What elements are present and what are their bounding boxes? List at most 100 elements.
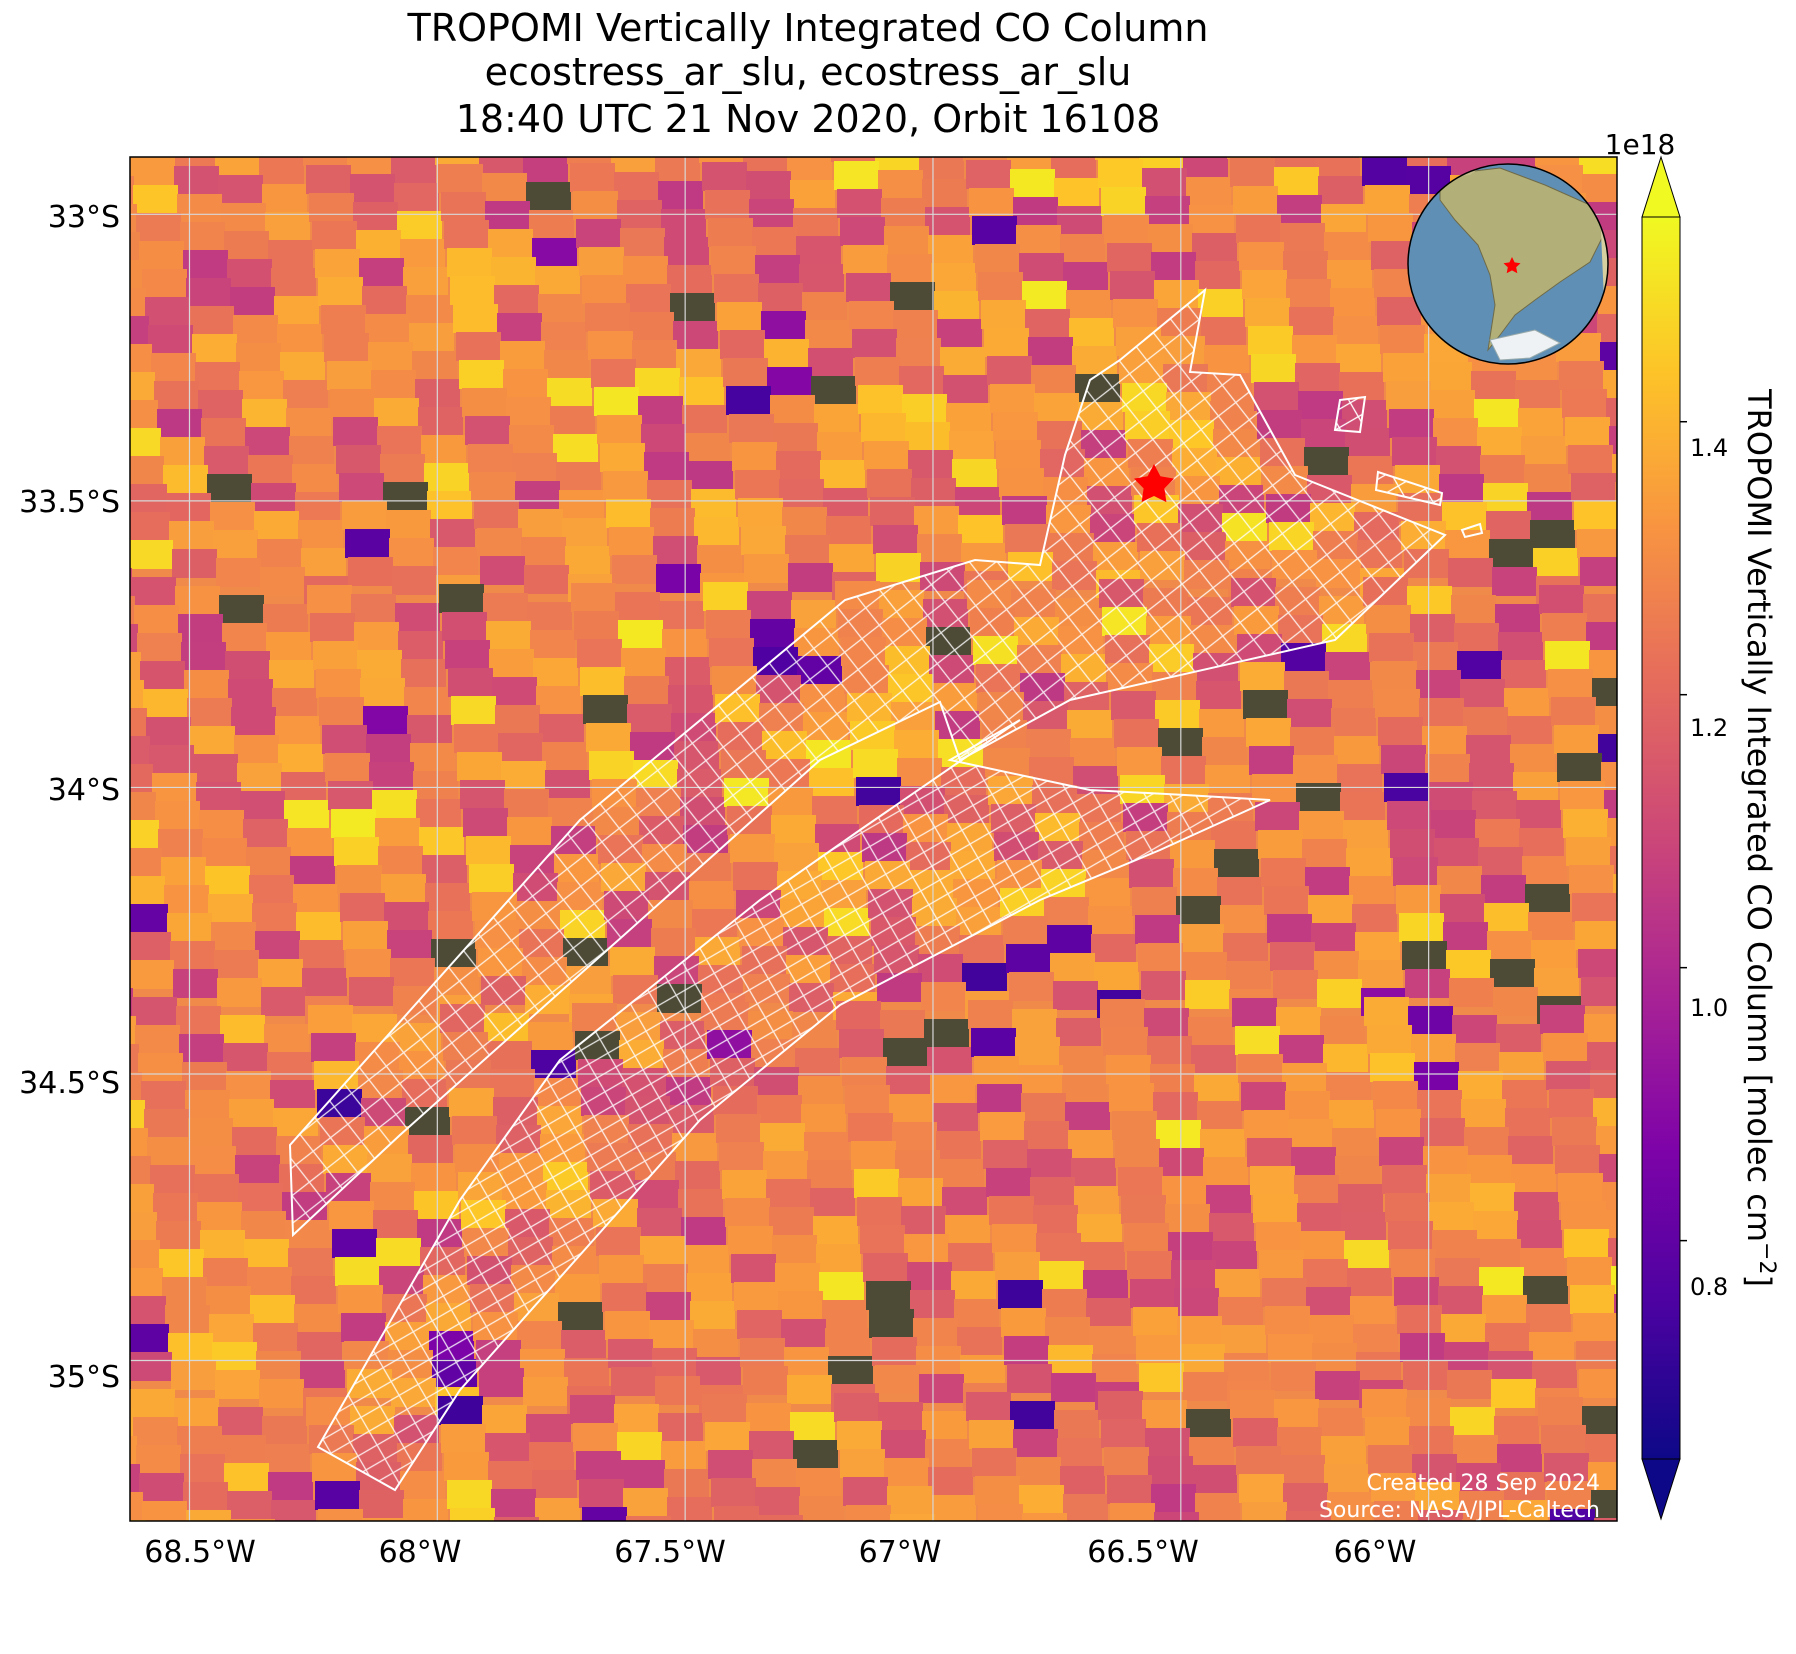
co-pixel: [1165, 1204, 1210, 1233]
co-pixel: [376, 1238, 421, 1267]
co-pixel: [694, 517, 739, 546]
co-pixel: [580, 667, 625, 696]
co-pixel: [378, 846, 423, 875]
co-pixel: [860, 1225, 905, 1254]
lat-tick-label: 34.5°S: [19, 1066, 120, 1101]
co-pixel: [1386, 1613, 1431, 1642]
co-pixel: [69, 391, 114, 420]
co-pixel: [705, 1422, 750, 1451]
co-pixel: [1188, 1017, 1233, 1046]
co-pixel: [948, 1243, 993, 1272]
co-pixel: [1285, 1091, 1330, 1120]
co-pixel: [444, 220, 489, 249]
co-pixel: [1453, 1435, 1498, 1464]
co-pixel: [291, 1276, 336, 1305]
co-pixel: [1293, 755, 1338, 784]
co-pixel: [130, 1408, 134, 1437]
co-pixel: [1297, 1203, 1342, 1232]
co-pixel: [1022, 281, 1067, 310]
co-pixel: [998, 1280, 1043, 1309]
co-pixel: [1196, 681, 1241, 710]
co-pixel: [837, 1421, 882, 1450]
co-pixel: [1603, 1602, 1648, 1631]
co-pixel: [1586, 622, 1617, 651]
co-pixel: [1483, 483, 1528, 512]
co-pixel: [1614, 1294, 1617, 1323]
co-pixel: [962, 963, 1007, 992]
co-pixel: [743, 157, 788, 172]
co-pixel: [1194, 1073, 1239, 1102]
co-pixel: [485, 1433, 530, 1462]
co-pixel: [460, 780, 505, 809]
co-pixel: [1315, 1371, 1360, 1400]
co-pixel: [1273, 970, 1318, 999]
co-pixel: [1563, 809, 1608, 838]
co-pixel: [72, 419, 117, 448]
co-pixel: [734, 1282, 779, 1311]
co-pixel: [975, 1476, 1020, 1505]
co-pixel: [1383, 353, 1428, 382]
co-pixel: [175, 586, 220, 615]
co-pixel: [545, 770, 590, 799]
co-pixel: [1409, 1426, 1454, 1455]
co-pixel: [1691, 360, 1736, 389]
co-pixel: [1173, 868, 1218, 897]
co-pixel: [491, 1489, 536, 1518]
co-pixel: [258, 959, 303, 988]
co-pixel: [1364, 997, 1409, 1026]
co-pixel: [1682, 1508, 1727, 1537]
co-pixel: [655, 1376, 700, 1405]
co-pixel: [1312, 120, 1357, 149]
co-pixel: [1522, 856, 1567, 885]
co-pixel: [1606, 398, 1617, 427]
co-pixel: [238, 1183, 283, 1212]
co-pixel: [1427, 362, 1472, 391]
co-pixel: [236, 1575, 281, 1604]
co-pixel: [1531, 940, 1576, 969]
co-pixel: [324, 333, 369, 362]
co-pixel: [1201, 317, 1246, 346]
co-pixel: [1729, 313, 1774, 342]
co-pixel: [325, 753, 370, 782]
co-pixel: [225, 651, 270, 680]
co-pixel: [673, 321, 718, 350]
co-pixel: [435, 157, 480, 165]
co-pixel: [978, 272, 1023, 301]
co-pixel: [1186, 177, 1231, 206]
co-pixel: [1156, 1120, 1201, 1149]
co-pixel: [427, 491, 472, 520]
co-pixel: [767, 1599, 812, 1628]
co-pixel: [244, 1239, 289, 1268]
co-pixel: [1362, 157, 1407, 186]
co-pixel: [532, 1470, 577, 1499]
co-pixel: [1752, 1349, 1796, 1378]
co-pixel: [1018, 1065, 1063, 1094]
co-pixel: [1439, 474, 1484, 503]
co-pixel: [1183, 1372, 1228, 1401]
co-pixel: [1328, 680, 1373, 709]
co-pixel: [1110, 1503, 1155, 1521]
co-pixel: [1596, 1126, 1617, 1155]
co-pixel: [363, 706, 408, 735]
co-pixel: [1485, 1323, 1530, 1352]
lon-tick-label: 67°W: [859, 1535, 942, 1570]
co-pixel: [289, 436, 334, 465]
co-pixel: [62, 1147, 107, 1176]
co-pixel: [1708, 117, 1753, 146]
globe-outline: [1407, 163, 1609, 365]
co-pixel: [697, 545, 742, 574]
co-pixel: [1588, 1462, 1617, 1491]
co-pixel: [136, 1445, 181, 1474]
co-pixel: [1455, 1043, 1500, 1072]
co-pixel: [52, 643, 97, 672]
co-pixel: [451, 696, 496, 725]
co-pixel: [160, 437, 205, 466]
co-pixel: [1679, 248, 1724, 277]
co-pixel: [1063, 262, 1108, 291]
co-pixel: [1474, 399, 1519, 428]
co-pixel: [1286, 279, 1331, 308]
co-pixel: [79, 895, 124, 924]
co-pixel: [1534, 968, 1579, 997]
co-pixel: [156, 1221, 201, 1250]
co-pixel: [576, 219, 621, 248]
